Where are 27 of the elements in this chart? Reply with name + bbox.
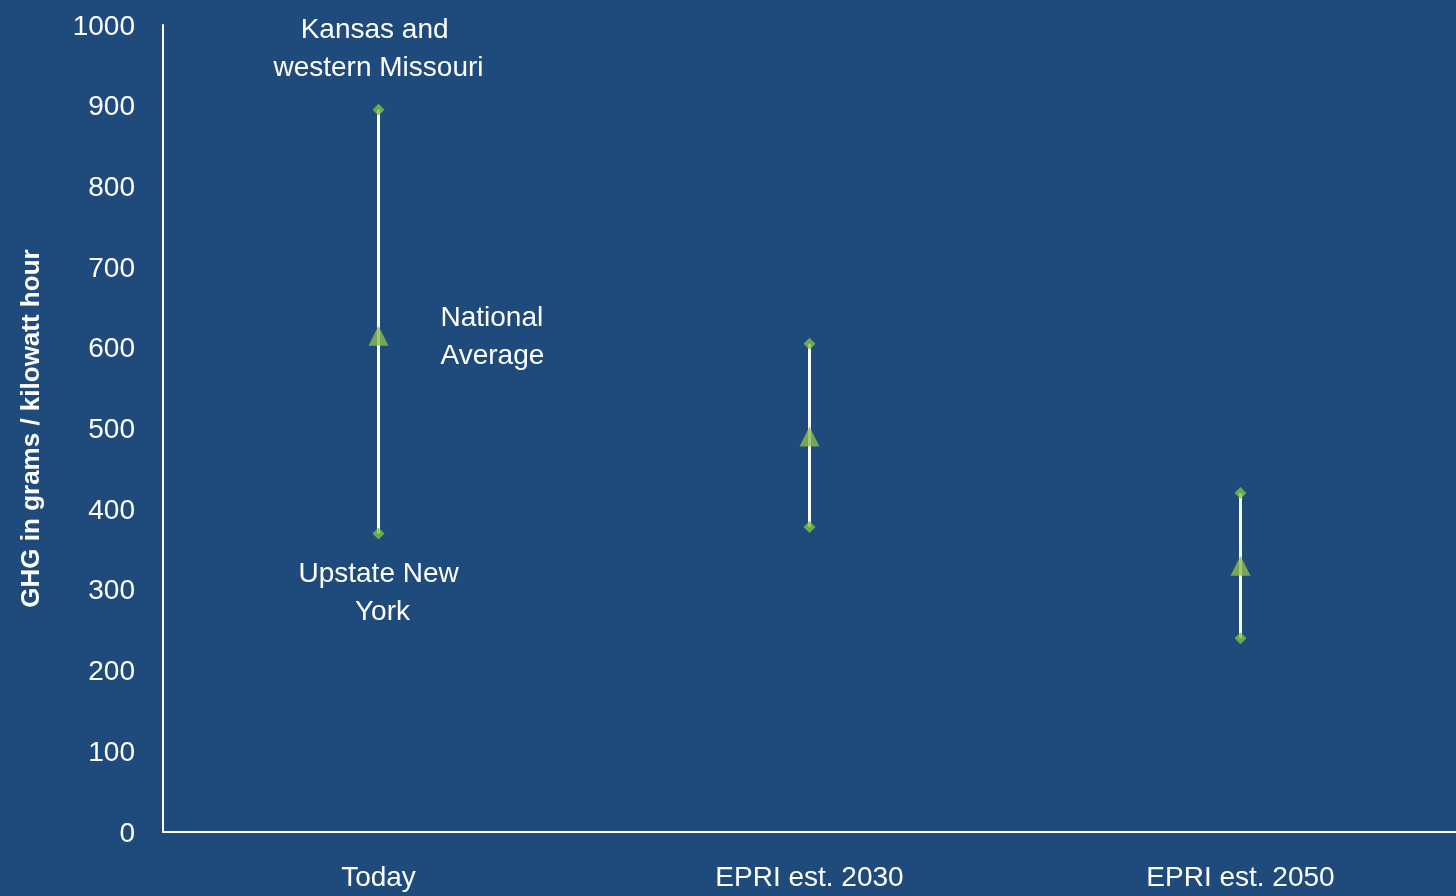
y-tick-label: 300 bbox=[88, 574, 135, 606]
point bbox=[1230, 555, 1251, 576]
y-axis-title: GHG in grams / kilowatt hour bbox=[15, 249, 45, 608]
y-tick-label: 1000 bbox=[72, 9, 135, 41]
point bbox=[1234, 632, 1247, 645]
point bbox=[372, 527, 385, 540]
y-tick-label: 0 bbox=[119, 816, 135, 848]
annotation: National Average bbox=[440, 301, 552, 371]
annotation: Upstate New York bbox=[298, 556, 467, 626]
point bbox=[803, 520, 816, 533]
y-tick-label: 200 bbox=[88, 655, 135, 687]
point bbox=[372, 103, 385, 116]
y-tick-label: 800 bbox=[88, 170, 135, 202]
point bbox=[799, 426, 820, 447]
point bbox=[368, 325, 389, 346]
annotation: Kansas and western Missouri bbox=[272, 13, 484, 83]
y-tick-label: 500 bbox=[88, 413, 135, 444]
y-tick-label: 700 bbox=[88, 251, 135, 283]
point bbox=[1234, 487, 1247, 500]
x-tick-label: EPRI est. 2030 bbox=[715, 860, 904, 892]
x-tick-label: Today bbox=[341, 860, 416, 892]
x-tick-label: EPRI est. 2050 bbox=[1146, 860, 1335, 892]
point bbox=[803, 337, 816, 350]
y-tick-label: 100 bbox=[88, 735, 135, 767]
y-tick-label: 400 bbox=[88, 493, 135, 525]
y-tick-label: 600 bbox=[88, 332, 135, 364]
y-tick-label: 900 bbox=[88, 90, 135, 122]
